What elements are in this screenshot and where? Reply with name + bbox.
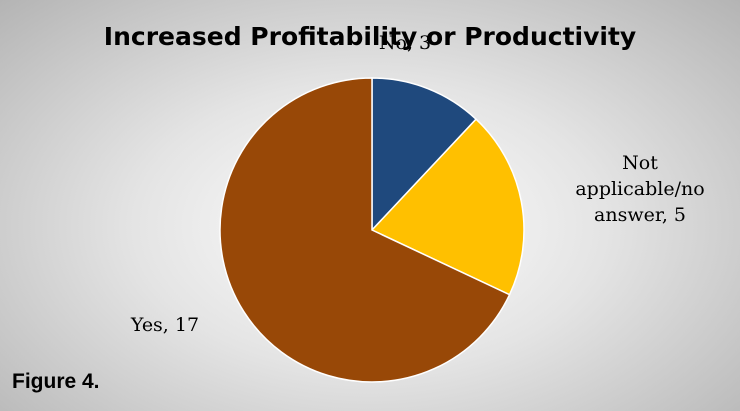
pie-slice <box>370 118 525 296</box>
data-label: No, 3 <box>378 32 432 54</box>
data-label: Not applicable/no answer, 5 <box>575 152 705 226</box>
pie-slice <box>219 77 511 383</box>
caption: Figure 4. <box>12 370 100 393</box>
data-label: Yes, 17 <box>130 314 200 336</box>
chart-title: Increased Profitability or Productivity <box>103 22 637 51</box>
pie-slice <box>371 77 478 232</box>
